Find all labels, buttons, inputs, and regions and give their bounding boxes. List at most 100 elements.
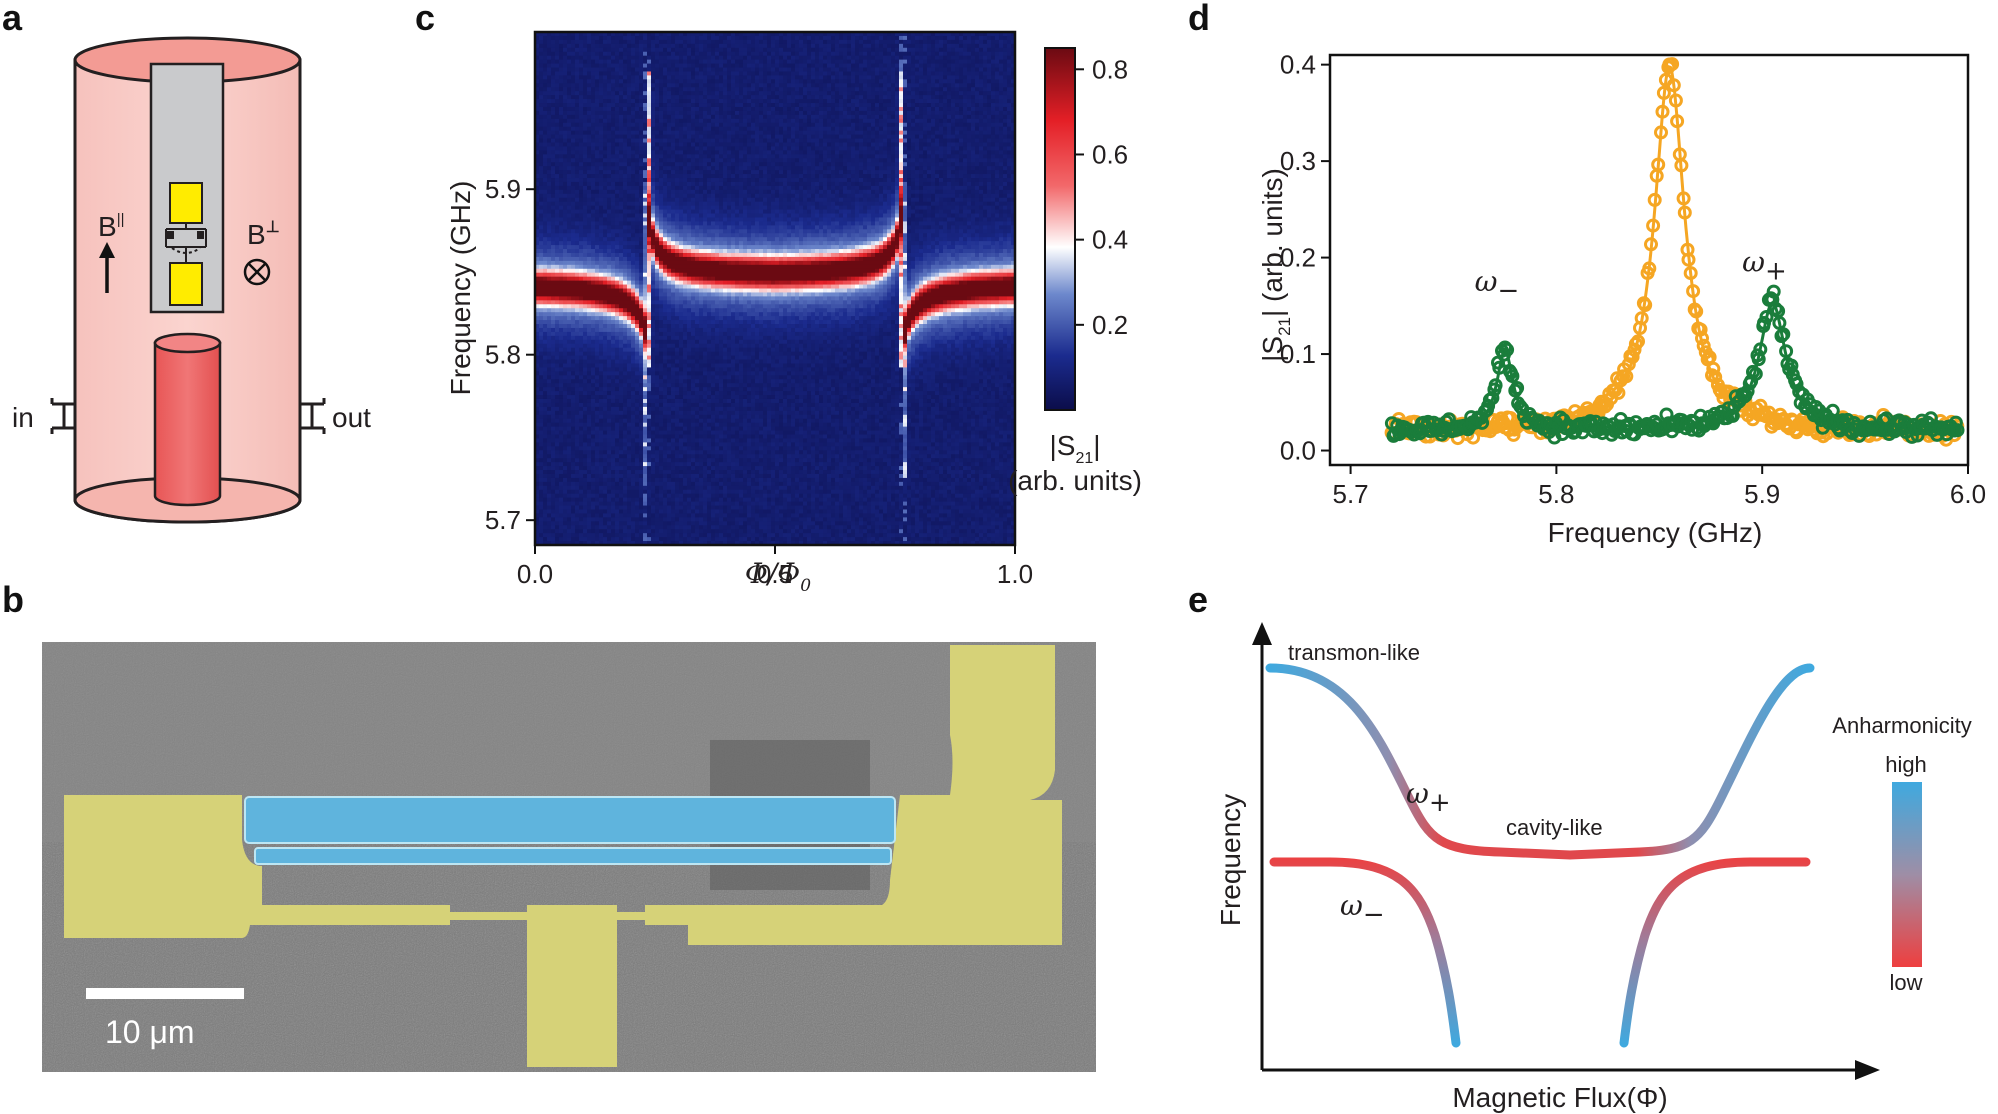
- heatmap-cell: [679, 79, 684, 84]
- heatmap-cell: [535, 383, 540, 388]
- heatmap-cell: [635, 110, 640, 116]
- heatmap-cell: [551, 209, 556, 215]
- heatmap-cell: [619, 241, 624, 246]
- heatmap-cell: [559, 363, 564, 369]
- heatmap-cell: [599, 193, 604, 199]
- heatmap-cell: [683, 217, 688, 223]
- heatmap-cell: [655, 95, 660, 100]
- heatmap-cell: [671, 509, 676, 515]
- heatmap-cell: [551, 430, 556, 436]
- heatmap-cell: [587, 146, 592, 151]
- heatmap-cell: [663, 473, 668, 479]
- heatmap-cell: [591, 426, 596, 432]
- heatmap-cell: [679, 521, 684, 526]
- heatmap-cell: [583, 166, 588, 171]
- heatmap-cell: [599, 481, 604, 487]
- heatmap-cell: [647, 296, 652, 301]
- heatmap-cell: [667, 375, 672, 380]
- heatmap-cell: [643, 339, 648, 345]
- heatmap-cell: [671, 391, 676, 396]
- heatmap-cell: [539, 162, 544, 167]
- heatmap-cell: [579, 505, 584, 511]
- heatmap-cell: [595, 181, 600, 187]
- heatmap-cell: [647, 541, 652, 545]
- heatmap-cell: [667, 541, 672, 545]
- heatmap-cell: [559, 454, 564, 459]
- heatmap-cell: [631, 106, 636, 112]
- heatmap-cell: [647, 477, 652, 483]
- heatmap-cell: [615, 217, 620, 223]
- heatmap-cell: [595, 473, 600, 479]
- heatmap-cell: [683, 79, 688, 84]
- heatmap-cell: [639, 150, 644, 155]
- heatmap-cell: [615, 324, 620, 329]
- heatmap-cell: [587, 513, 592, 518]
- heatmap-cell: [679, 497, 684, 503]
- heatmap-cell: [655, 458, 660, 463]
- heatmap-cell: [575, 371, 580, 376]
- heatmap-cell: [635, 39, 640, 45]
- heatmap-cell: [659, 170, 664, 175]
- heatmap-cell: [539, 103, 544, 108]
- heatmap-cell: [639, 292, 644, 297]
- heatmap-cell: [671, 245, 676, 250]
- heatmap-cell: [679, 320, 684, 325]
- heatmap-cell: [627, 375, 632, 380]
- heatmap-cell: [555, 150, 560, 155]
- heatmap-cell: [575, 43, 580, 49]
- heatmap-cell: [595, 509, 600, 515]
- heatmap-cell: [595, 347, 600, 353]
- heatmap-cell: [639, 134, 644, 140]
- heatmap-cell: [647, 75, 652, 80]
- heatmap-cell: [547, 154, 552, 159]
- heatmap-cell: [535, 174, 540, 179]
- heatmap-cell: [619, 533, 624, 538]
- heatmap-cell: [663, 99, 668, 104]
- heatmap-cell: [675, 398, 680, 404]
- heatmap-cell: [663, 189, 668, 195]
- heatmap-cell: [671, 430, 676, 436]
- heatmap-cell: [535, 316, 540, 321]
- heatmap-cell: [667, 91, 672, 96]
- heatmap-cell: [587, 466, 592, 471]
- heatmap-cell: [559, 292, 564, 297]
- heatmap-cell: [631, 324, 636, 329]
- heatmap-cell: [679, 280, 684, 286]
- heatmap-cell: [635, 197, 640, 203]
- heatmap-cell: [623, 517, 628, 522]
- heatmap-cell: [595, 138, 600, 144]
- heatmap-cell: [667, 158, 672, 163]
- heatmap-cell: [623, 166, 628, 171]
- heatmap-cell: [683, 138, 688, 144]
- heatmap-cell: [551, 470, 556, 475]
- heatmap-cell: [675, 47, 680, 53]
- heatmap-cell: [623, 359, 628, 365]
- heatmap-cell: [611, 217, 616, 223]
- heatmap-cell: [567, 67, 572, 73]
- heatmap-cell: [643, 379, 648, 384]
- heatmap-cell: [563, 343, 568, 349]
- heatmap-cell: [635, 339, 640, 345]
- heatmap-cell: [535, 154, 540, 159]
- heatmap-cell: [575, 205, 580, 211]
- heatmap-cell: [651, 343, 656, 349]
- heatmap-cell: [623, 189, 628, 195]
- heatmap-cell: [543, 473, 548, 479]
- heatmap-cell: [543, 103, 548, 108]
- heatmap-cell: [651, 170, 656, 175]
- heatmap-cell: [603, 406, 608, 412]
- heatmap-cell: [667, 379, 672, 384]
- heatmap-cell: [675, 335, 680, 341]
- heatmap-cell: [607, 256, 612, 262]
- heatmap-cell: [559, 75, 564, 80]
- heatmap-cell: [651, 505, 656, 511]
- heatmap-cell: [583, 284, 588, 290]
- heatmap-cell: [603, 260, 608, 266]
- heatmap-cell: [647, 537, 652, 542]
- heatmap-cell: [551, 359, 556, 365]
- heatmap-cell: [575, 477, 580, 483]
- heatmap-cell: [643, 347, 648, 353]
- heatmap-cell: [643, 122, 648, 128]
- heatmap-cell: [555, 458, 560, 463]
